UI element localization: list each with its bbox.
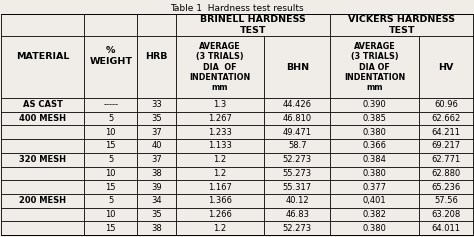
Text: 15: 15: [106, 182, 116, 191]
Text: 0.390: 0.390: [363, 100, 387, 109]
Text: 15: 15: [106, 224, 116, 233]
Text: 57.56: 57.56: [434, 196, 458, 205]
Text: 15: 15: [106, 141, 116, 150]
Text: 1.2: 1.2: [213, 224, 227, 233]
Text: 38: 38: [151, 224, 162, 233]
Text: 1.133: 1.133: [208, 141, 232, 150]
Text: 55.317: 55.317: [283, 182, 312, 191]
Text: 40.12: 40.12: [285, 196, 309, 205]
Text: -----: -----: [103, 100, 118, 109]
Text: 64.211: 64.211: [431, 128, 460, 137]
Text: %
WEIGHT: % WEIGHT: [89, 46, 132, 66]
Text: 10: 10: [106, 128, 116, 137]
Text: 1.2: 1.2: [213, 169, 227, 178]
Text: 46.83: 46.83: [285, 210, 309, 219]
Text: AVERAGE
(3 TRIALS)
DIA OF
INDENTATION
mm: AVERAGE (3 TRIALS) DIA OF INDENTATION mm: [344, 42, 405, 92]
Text: 37: 37: [151, 155, 162, 164]
Text: 33: 33: [151, 100, 162, 109]
Text: 1.266: 1.266: [208, 210, 232, 219]
Text: 0.377: 0.377: [363, 182, 387, 191]
Text: 58.7: 58.7: [288, 141, 307, 150]
Text: 5: 5: [108, 155, 113, 164]
Text: 10: 10: [106, 169, 116, 178]
Text: 5: 5: [108, 196, 113, 205]
Text: 1.167: 1.167: [208, 182, 232, 191]
Text: 5: 5: [108, 114, 113, 123]
Text: 63.208: 63.208: [431, 210, 461, 219]
Text: 35: 35: [151, 210, 162, 219]
Text: 400 MESH: 400 MESH: [19, 114, 66, 123]
Text: 46.810: 46.810: [283, 114, 312, 123]
Text: AVERAGE
(3 TRIALS)
DIA  OF
INDENTATION
mm: AVERAGE (3 TRIALS) DIA OF INDENTATION mm: [189, 42, 250, 92]
Text: 0.384: 0.384: [363, 155, 387, 164]
Text: 52.273: 52.273: [283, 155, 312, 164]
Text: 38: 38: [151, 169, 162, 178]
Text: 60.96: 60.96: [434, 100, 458, 109]
Text: HV: HV: [438, 63, 454, 72]
Text: 320 MESH: 320 MESH: [19, 155, 66, 164]
Text: 62.771: 62.771: [431, 155, 461, 164]
Text: 34: 34: [151, 196, 162, 205]
Text: 40: 40: [151, 141, 162, 150]
Text: MATERIAL: MATERIAL: [16, 51, 69, 60]
Text: 52.273: 52.273: [283, 224, 312, 233]
Text: 0.380: 0.380: [363, 224, 387, 233]
Text: 0.382: 0.382: [363, 210, 387, 219]
Text: 35: 35: [151, 114, 162, 123]
Text: 62.662: 62.662: [431, 114, 461, 123]
Text: 37: 37: [151, 128, 162, 137]
Text: AS CAST: AS CAST: [23, 100, 63, 109]
Text: 1.267: 1.267: [208, 114, 232, 123]
Text: 0.380: 0.380: [363, 169, 387, 178]
Text: 62.880: 62.880: [431, 169, 461, 178]
Text: 49.471: 49.471: [283, 128, 312, 137]
Text: HRB: HRB: [145, 51, 168, 60]
Text: 1.3: 1.3: [213, 100, 227, 109]
Text: 1.233: 1.233: [208, 128, 232, 137]
Text: 1.2: 1.2: [213, 155, 227, 164]
Text: 65.236: 65.236: [431, 182, 461, 191]
Text: 1.366: 1.366: [208, 196, 232, 205]
Text: 0,401: 0,401: [363, 196, 386, 205]
Text: 44.426: 44.426: [283, 100, 312, 109]
Text: BHN: BHN: [286, 63, 309, 72]
Text: 69.217: 69.217: [431, 141, 461, 150]
Text: 200 MESH: 200 MESH: [19, 196, 66, 205]
Text: 0.380: 0.380: [363, 128, 387, 137]
Text: 10: 10: [106, 210, 116, 219]
Text: VICKERS HARDNESS
TEST: VICKERS HARDNESS TEST: [348, 15, 455, 35]
Text: 39: 39: [151, 182, 162, 191]
Text: 55.273: 55.273: [283, 169, 312, 178]
Text: Table 1  Hardness test results: Table 1 Hardness test results: [170, 4, 304, 13]
Text: 0.385: 0.385: [363, 114, 387, 123]
Text: 64.011: 64.011: [431, 224, 460, 233]
Text: BRINELL HARDNESS
TEST: BRINELL HARDNESS TEST: [200, 15, 306, 35]
Text: 0.366: 0.366: [363, 141, 387, 150]
